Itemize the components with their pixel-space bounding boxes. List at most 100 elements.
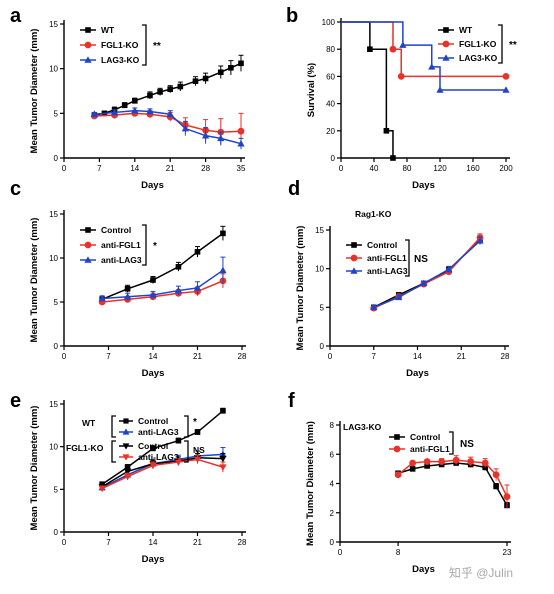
- series-1: [341, 21, 510, 80]
- panel-letter: d: [288, 178, 300, 200]
- data-point: [98, 485, 106, 493]
- data-point: [492, 471, 500, 479]
- data-point: [131, 106, 139, 114]
- x-tick-label: 14: [149, 538, 158, 547]
- y-tick-label: 0: [54, 154, 59, 163]
- significance-label: NS: [414, 254, 428, 265]
- panel-b: b 0 40 80 120 160 200 0 20 40 60 80 100 Days Survival …: [286, 5, 517, 191]
- data-point: [502, 86, 510, 93]
- y-tick-label: 15: [49, 20, 58, 29]
- data-point: [367, 46, 373, 52]
- x-tick-label: 0: [328, 352, 333, 361]
- legend-swatch-marker: [85, 27, 91, 33]
- y-tick-label: 80: [326, 45, 335, 54]
- x-tick-label: 21: [166, 164, 175, 173]
- series-line: [101, 457, 223, 488]
- y-axis-title: Mean Tumor Diameter (mm): [305, 421, 316, 546]
- data-point: [503, 493, 511, 501]
- data-point: [149, 291, 157, 298]
- legend-label: LAG3-KO: [459, 53, 498, 63]
- data-point: [438, 458, 446, 465]
- data-point: [90, 110, 98, 118]
- data-point: [409, 459, 417, 467]
- panel-c: c 0 7 14 21 28 0 5 10 15 Days Mean Tumor Diameter (…: [10, 178, 247, 379]
- x-tick-label: 21: [193, 538, 202, 547]
- y-axis-title: Mean Tumor Diameter (mm): [29, 29, 40, 154]
- legend-label: Control: [367, 240, 397, 250]
- data-point: [124, 286, 131, 292]
- data-point: [237, 127, 245, 135]
- data-point: [123, 468, 132, 476]
- y-tick-label: 15: [315, 226, 324, 235]
- series-2: [98, 256, 227, 302]
- y-tick-label: 10: [49, 254, 58, 263]
- data-point: [146, 107, 154, 115]
- data-point: [194, 429, 201, 435]
- series-2: [341, 21, 510, 93]
- data-point: [219, 266, 227, 274]
- data-point: [193, 284, 202, 291]
- y-tick-label: 5: [54, 298, 59, 307]
- y-tick-label: 10: [49, 65, 58, 74]
- data-point: [476, 237, 484, 244]
- data-point: [452, 456, 460, 464]
- data-point: [238, 60, 244, 67]
- legend-label: Control: [138, 416, 168, 426]
- series-line: [101, 453, 223, 489]
- legend-group-label: FGL1-KO: [66, 443, 104, 453]
- data-point: [420, 279, 428, 287]
- series-3: [98, 454, 227, 493]
- y-tick-label: 0: [320, 342, 325, 351]
- legend-label: Control: [410, 432, 440, 442]
- y-axis-title: Mean Tumor Diameter (mm): [29, 218, 40, 343]
- x-tick-label: 35: [237, 164, 246, 173]
- x-tick-label: 80: [403, 164, 412, 173]
- series-2: [370, 236, 484, 311]
- legend: LAG3-KO Control anti-FGL1 NS: [343, 422, 474, 455]
- x-tick-label: 0: [62, 164, 67, 173]
- series-1: [98, 273, 227, 306]
- legend-swatch-marker: [442, 54, 450, 61]
- legend: WT FGL1-KO LAG3-KO **: [438, 24, 517, 64]
- data-point: [423, 458, 431, 465]
- series-2: [90, 106, 245, 150]
- x-axis-title: Days: [406, 368, 429, 379]
- y-tick-label: 2: [330, 509, 335, 518]
- y-axis-title: Mean Tumor Diameter (mm): [295, 226, 306, 351]
- data-point: [395, 293, 403, 301]
- panel-letter: e: [10, 390, 21, 412]
- data-point: [424, 463, 430, 469]
- significance-label: *: [193, 417, 197, 428]
- significance-label: **: [509, 40, 517, 51]
- significance-bracket: [142, 224, 147, 266]
- data-point: [193, 456, 202, 464]
- x-tick-label: 7: [372, 352, 377, 361]
- data-point: [150, 277, 156, 283]
- y-tick-label: 5: [54, 485, 59, 494]
- y-tick-label: 6: [330, 450, 335, 459]
- legend-label: anti-LAG3: [138, 427, 179, 437]
- x-tick-label: 7: [106, 352, 111, 361]
- series-line: [341, 21, 506, 78]
- watermark: 知乎 @Julin: [449, 566, 513, 580]
- significance-bracket: [498, 24, 503, 64]
- data-point: [110, 108, 119, 116]
- data-point: [202, 75, 209, 82]
- significance-bracket: [449, 431, 454, 455]
- legend-swatch-marker: [122, 443, 130, 450]
- data-point: [132, 98, 138, 104]
- legend-group-label: WT: [82, 418, 96, 428]
- x-tick-label: 14: [149, 352, 158, 361]
- x-axis-title: Days: [142, 554, 165, 565]
- legend-swatch-marker: [350, 267, 358, 274]
- legend-label: WT: [101, 25, 115, 35]
- y-axis-title: Mean Tumor Diameter (mm): [29, 406, 40, 531]
- legend-swatch-marker: [394, 434, 400, 440]
- legend-swatch-marker: [123, 418, 129, 424]
- x-tick-label: 0: [339, 164, 344, 173]
- x-tick-label: 14: [130, 164, 139, 173]
- series-line: [341, 21, 506, 91]
- legend: Control anti-FGL1 anti-LAG3 *: [80, 224, 157, 266]
- y-tick-label: 40: [326, 100, 335, 109]
